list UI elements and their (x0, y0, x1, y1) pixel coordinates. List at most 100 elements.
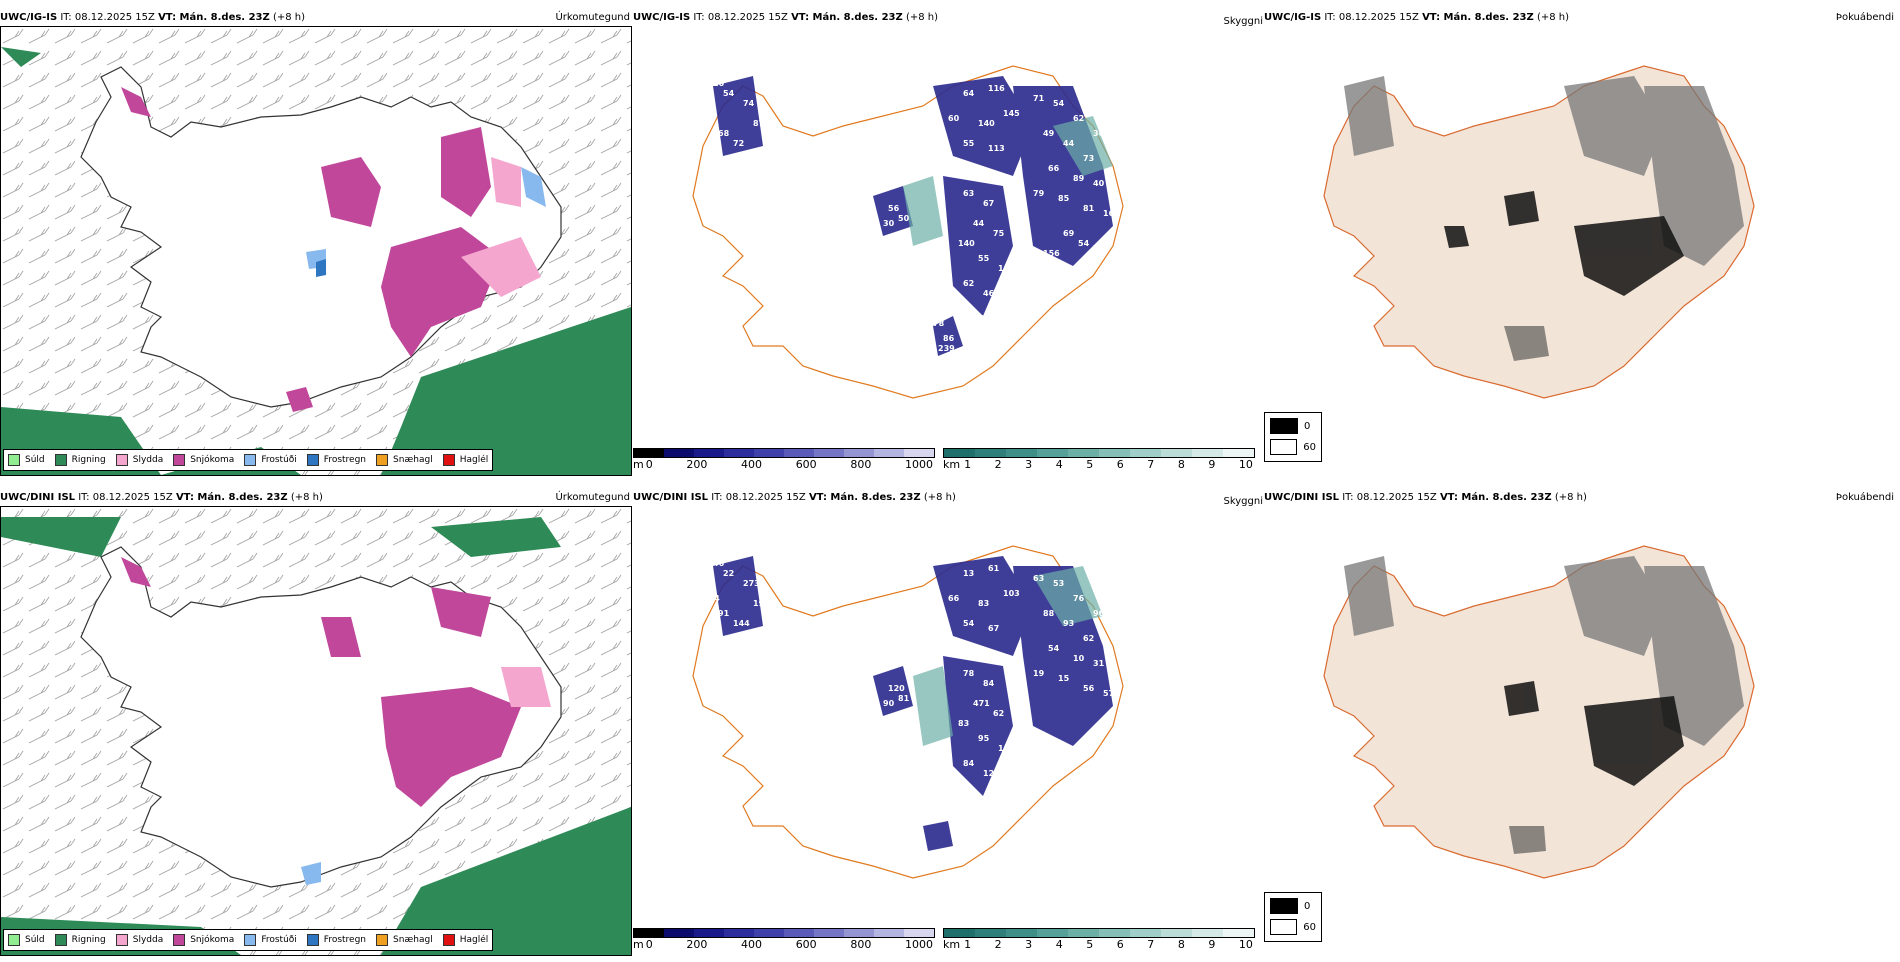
precip-legend-swatch (173, 934, 186, 946)
terrain-value-label: 67 (983, 199, 994, 208)
fog-map (1323, 545, 1755, 879)
precip-map: Súld Rigning Slydda Snjókoma Frostúði Frostre… (0, 26, 632, 476)
height-colorbar-step (874, 449, 904, 457)
visibility-tick: 6 (1116, 458, 1124, 471)
precip-panel-title: Úrkomutegund (555, 492, 630, 503)
terrain-value-label: 90 (883, 699, 895, 708)
lead-time: (+8 h) (290, 492, 323, 503)
fog-legend-swatch (1270, 439, 1298, 455)
visibility-tick: 5 (1086, 458, 1094, 471)
precip-legend-label: Snæhagl (393, 455, 433, 465)
sleet-areas (501, 667, 551, 707)
precip-legend-label: Frostregn (323, 455, 367, 465)
terrain-value-label: 88 (1043, 609, 1055, 618)
terrain-value-label: 145 (1003, 109, 1020, 118)
height-unit: m (633, 458, 644, 471)
height-colorbar-step (634, 929, 664, 937)
init-time: IT: 08.12.2025 15Z (693, 12, 788, 23)
visibility-colorbar-step (1192, 449, 1223, 457)
terrain-value-label: 62 (1073, 114, 1084, 123)
valid-time: VT: Mán. 8.des. 23Z (175, 492, 288, 503)
precip-legend-item: Haglél (442, 454, 488, 466)
fog-legend-swatch (1270, 898, 1298, 914)
visibility-tick: 8 (1177, 458, 1185, 471)
visibility-tick: 10 (1238, 458, 1253, 471)
height-colorbar-step (814, 449, 844, 457)
terrain-value-label: 63 (963, 189, 974, 198)
panel-header: UWC/DINI ISL IT: 08.12.2025 15Z VT: Mán.… (1264, 492, 1587, 504)
terrain-value-label: 46 (713, 559, 725, 568)
precip-legend-item: Frostúði (244, 454, 297, 466)
model-name: UWC/IG-IS (1264, 12, 1322, 23)
height-colorbar-step (694, 449, 724, 457)
visibility-colorbar-step (975, 929, 1006, 937)
terrain-value-label: 62 (963, 279, 974, 288)
terrain-value-label: 9 (988, 304, 994, 313)
precip-legend-item: Slydda (115, 934, 163, 946)
visibility-tick: 6 (1116, 938, 1124, 951)
terrain-value-label: 40 (1093, 179, 1105, 188)
terrain-value-label: 38 (943, 814, 955, 823)
precip-legend-label: Snjókoma (190, 455, 235, 465)
model-name: UWC/DINI ISL (0, 492, 76, 503)
visibility-colorbar (943, 448, 1255, 458)
precip-legend-label: Rigning (71, 935, 106, 945)
visibility-unit: km (943, 458, 961, 471)
panel-header: UWC/IG-IS IT: 08.12.2025 15Z VT: Mán. 8.… (633, 12, 938, 24)
precip-legend-swatch (173, 454, 186, 466)
terrain-value-label: 15 (1058, 674, 1070, 683)
terrain-value-label: 77 (1093, 244, 1104, 253)
init-time: IT: 08.12.2025 15Z (60, 12, 155, 23)
low-visibility (913, 566, 1103, 746)
precip-legend-item: Frostúði (244, 934, 297, 946)
terrain-value-label: 116 (998, 744, 1015, 753)
precip-legend-swatch (244, 934, 257, 946)
init-time: IT: 08.12.2025 15Z (1342, 492, 1437, 503)
colorbars-top: m 0 200 400 600 800 1000 km 1 2 3 4 5 6 7 8 9 10 (633, 448, 1263, 471)
precip-legend-item: Slydda (115, 454, 164, 466)
visibility-colorbar (943, 928, 1255, 938)
terrain-value-label: 62 (1083, 634, 1094, 643)
visibility-colorbar-step (1223, 929, 1254, 937)
init-time: IT: 08.12.2025 15Z (1324, 12, 1419, 23)
fog-legend-60: 60 (1270, 919, 1316, 935)
visibility-tick: 5 (1086, 938, 1094, 951)
terrain-value-label: 66 (1048, 164, 1060, 173)
snow-areas (121, 87, 501, 412)
terrain-value-label: 56 (1083, 684, 1095, 693)
terrain-value-label: 121 (983, 769, 1000, 778)
terrain-value-label: 78 (933, 319, 945, 328)
top-row: UWC/IG-IS IT: 08.12.2025 15Z VT: Mán. 8.… (0, 12, 1900, 482)
terrain-value-label: 140 (978, 119, 995, 128)
height-ticks: m 0 200 400 600 800 1000 (633, 938, 933, 951)
precip-legend-item: Súld (8, 934, 45, 946)
height-tick: 1000 (905, 458, 933, 471)
terrain-value-label: 103 (1003, 589, 1020, 598)
precip-legend-label: Súld (25, 455, 45, 465)
precip-legend-swatch (115, 934, 128, 946)
precip-panel-title: Úrkomutegund (555, 12, 630, 23)
fog-legend-label: 0 (1304, 420, 1311, 432)
valid-time: VT: Mán. 8.des. 23Z (1422, 12, 1534, 23)
terrain-value-label: 62 (993, 709, 1004, 718)
height-colorbar-step (694, 929, 724, 937)
fog-gray (1344, 76, 1744, 266)
visibility-tick: 1 (964, 458, 972, 471)
height-tick: 400 (741, 938, 763, 951)
fog-map (1323, 65, 1755, 399)
precip-legend: Súld Rigning Slydda Snjókoma Frostúði Frostre… (3, 449, 494, 471)
terrain-value-label: 20 (713, 79, 725, 88)
terrain-value-label: 85 (1058, 194, 1070, 203)
height-colorbar-step (844, 929, 874, 937)
precip-legend-label: Frostregn (323, 935, 367, 945)
visibility-tick: 9 (1208, 938, 1216, 951)
terrain-value-label: 120 (888, 684, 905, 693)
terrain-value-label: 73 (1083, 154, 1094, 163)
terrain-value-label: 165 (1103, 209, 1120, 218)
height-colorbar-step (724, 929, 754, 937)
terrain-value-label: 471 (973, 699, 990, 708)
visibility-tick: 2 (994, 938, 1002, 951)
visibility-tick: 3 (1025, 938, 1033, 951)
precip-type-panel-bottom: UWC/DINI ISL IT: 08.12.2025 15Z VT: Mán.… (0, 492, 632, 956)
precip-legend-label: Slydda (132, 455, 164, 465)
